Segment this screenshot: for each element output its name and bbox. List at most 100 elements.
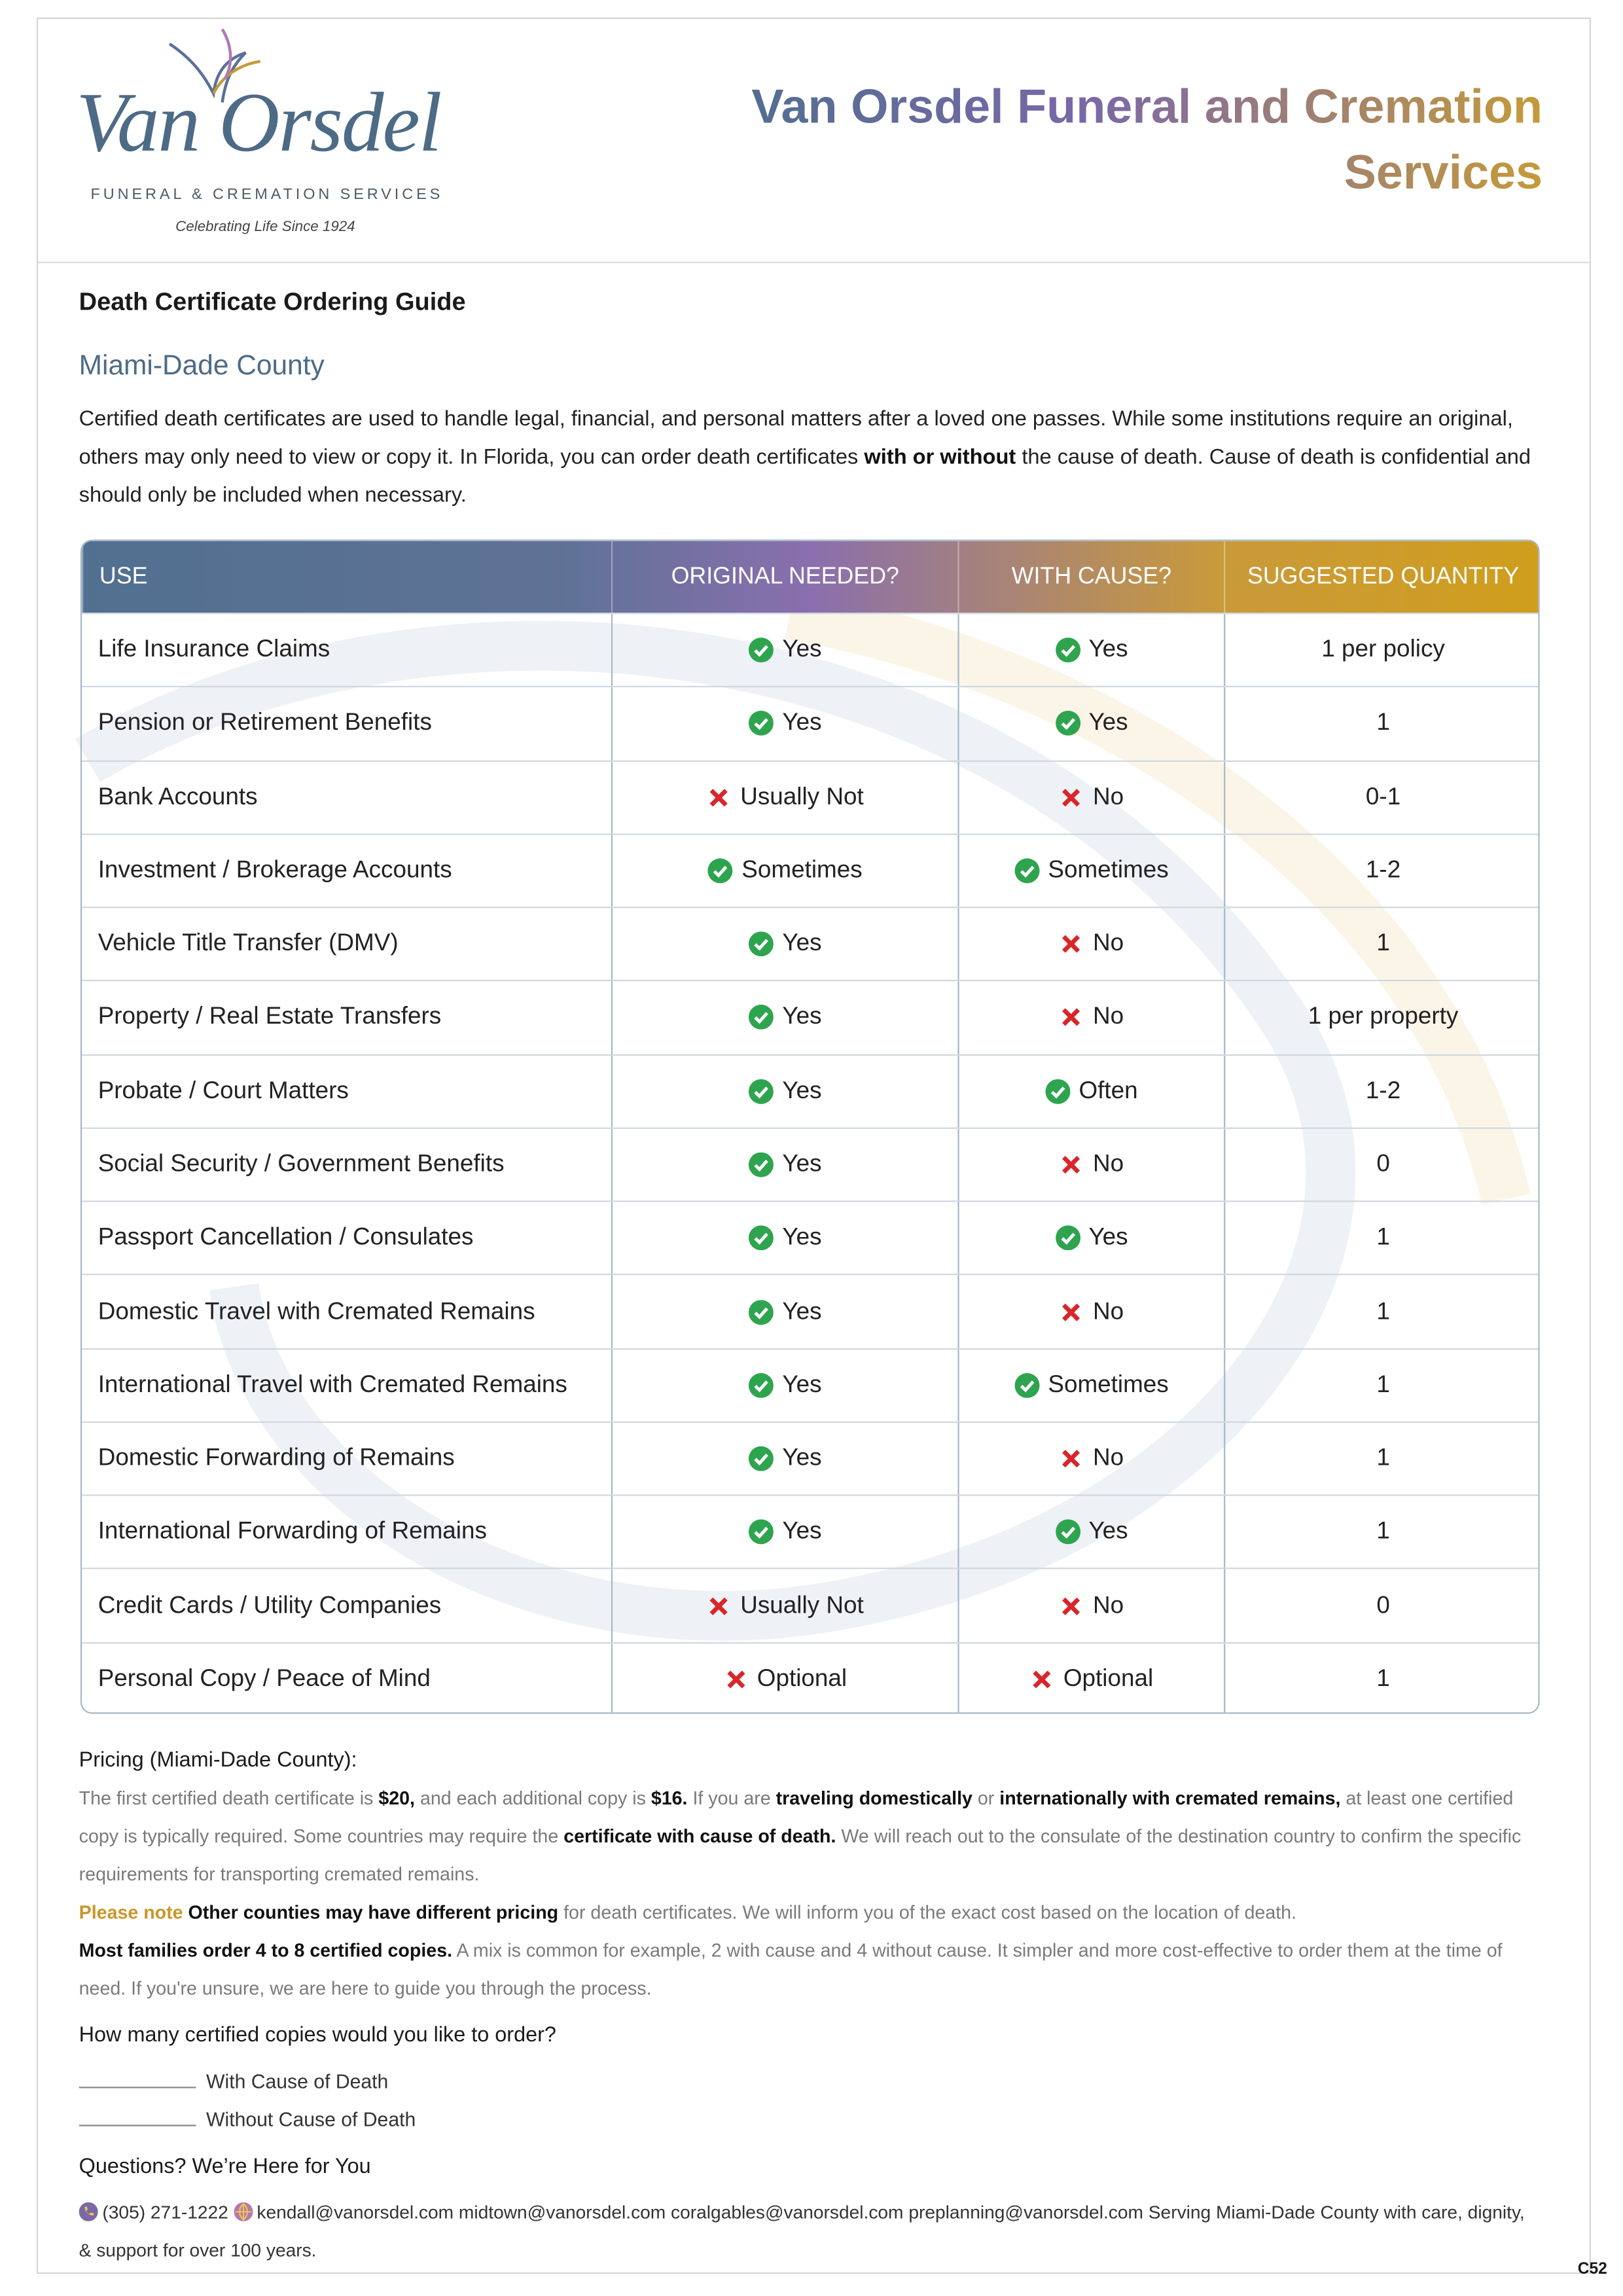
check-circle [748, 1079, 774, 1104]
table-row: Investment / Brokerage Accounts Sometimes… [82, 833, 1539, 907]
logo-bird [168, 28, 261, 103]
check-circle [1045, 1079, 1071, 1104]
table-cell: Yes [957, 614, 1224, 687]
cell-text: 1 [1376, 1444, 1390, 1471]
text-segment: Please note [79, 1901, 183, 1924]
cell-text: 1 [1376, 1224, 1390, 1251]
cell-text: 1 [1376, 1665, 1390, 1692]
table-row: Domestic Forwarding of Remains Yes No 1 [82, 1421, 1539, 1495]
icon-glyph [234, 2203, 251, 2221]
table-cell: 1-2 [1224, 834, 1538, 907]
cell-text: 1 [1376, 930, 1390, 957]
cell-text: Often [1079, 1077, 1138, 1104]
text-segment: Certified death certificates are used to… [79, 408, 1513, 470]
icon-glyph [84, 2206, 94, 2215]
table-cell: International Forwarding of Remains [82, 1496, 611, 1568]
cell-text: No [1092, 1444, 1124, 1471]
check-icon [748, 931, 774, 957]
table-cell: No [957, 1570, 1224, 1642]
header-cell: SUGGESTED QUANTITY [1224, 541, 1538, 613]
table-cell: No [957, 1422, 1224, 1495]
cell-text: Domestic Forwarding of Remains [98, 1444, 455, 1471]
table-cell: 1 per policy [1224, 614, 1538, 687]
cell-text: Yes [782, 636, 822, 663]
text-segment: Most families order 4 to 8 certified cop… [79, 1939, 453, 1962]
logo-wing [212, 60, 261, 95]
text-segment: at least one certified copy is typically… [79, 1787, 1514, 1847]
table-cell: Optional [611, 1643, 958, 1713]
cross-icon [726, 1670, 745, 1689]
check-icon [1014, 858, 1039, 884]
cell-text: 1 per property [1308, 1003, 1459, 1030]
county-heading: Miami-Dade County [79, 351, 325, 382]
table-row: Passport Cancellation / Consulates Yes Yes… [82, 1200, 1539, 1274]
cross-x [1033, 1670, 1052, 1689]
header-cell: ORIGINAL NEEDED? [611, 541, 958, 613]
cell-text: Life Insurance Claims [98, 636, 330, 663]
check-tick [754, 1086, 768, 1098]
logo-wing [221, 28, 232, 80]
table-cell: Sometimes [611, 834, 958, 907]
cell-text: No [1092, 1003, 1124, 1030]
table-cell: No [957, 908, 1224, 980]
cell-text: International Forwarding of Remains [98, 1518, 487, 1545]
watermark-curve [75, 620, 1356, 1641]
check-tick [754, 1233, 768, 1246]
check-tick [754, 719, 768, 731]
check-tick [754, 1380, 768, 1392]
table-cell: 1 [1224, 1202, 1538, 1274]
check-icon [1055, 637, 1080, 663]
cell-text: Credit Cards / Utility Companies [98, 1592, 442, 1619]
table-cell: Yes [611, 1276, 958, 1348]
cell-text: Probate / Court Matters [98, 1077, 349, 1104]
table-cell: 1 [1224, 1276, 1538, 1348]
text-segment: $20, [378, 1787, 415, 1809]
header-cell: WITH CAUSE? [957, 541, 1224, 613]
check-tick [754, 1454, 768, 1466]
text-segment: for death certificates. We will inform y… [558, 1901, 1297, 1924]
table-cell: Optional [957, 1643, 1224, 1713]
text-segment: with or without [864, 446, 1016, 470]
check-circle [748, 1520, 774, 1545]
page-frame [36, 17, 1591, 2274]
cross-icon [1063, 1009, 1081, 1027]
text-segment: The first certified death certificate is [79, 1787, 379, 1809]
pricing-paragraph: Please note Other counties may have diff… [79, 1893, 1541, 1931]
table-row: International Travel with Cremated Remai… [82, 1348, 1539, 1422]
cell-text: Yes [1088, 709, 1128, 736]
table-row: Pension or Retirement Benefits Yes Yes 1 [82, 686, 1539, 760]
header-title: Van Orsdel Funeral and Cremation Service… [724, 73, 1543, 205]
table-cell: Yes [611, 981, 958, 1054]
table-cell: Sometimes [957, 1349, 1224, 1422]
table-cell: 1 [1224, 1496, 1538, 1569]
check-icon [748, 637, 774, 663]
cell-text: Yes [1088, 1518, 1128, 1545]
questions-heading: Questions? We’re Here for You [79, 2155, 371, 2179]
cell-text: Yes [782, 1371, 822, 1398]
globe-icon [233, 2202, 253, 2221]
cross-x [710, 1596, 728, 1615]
check-circle [1055, 637, 1080, 663]
check-circle [707, 858, 733, 884]
table-cell: Life Insurance Claims [82, 614, 611, 686]
table-row: Domestic Travel with Cremated Remains Yes… [82, 1274, 1539, 1348]
check-tick [1020, 865, 1034, 878]
cell-text: No [1092, 1592, 1124, 1619]
check-circle [748, 1446, 774, 1471]
table-cell: Yes [611, 687, 958, 760]
table-cell: 1 [1224, 1643, 1538, 1713]
cell-text: Sometimes [1048, 1371, 1169, 1398]
cell-text: Investment / Brokerage Accounts [98, 857, 452, 884]
text-segment: certificate with cause of death. [563, 1825, 836, 1847]
cell-text: No [1092, 930, 1124, 957]
table-cell: Often [957, 1055, 1224, 1128]
pricing-paragraph: The first certified death certificate is… [79, 1780, 1541, 1893]
text-segment: and each additional copy is [414, 1787, 651, 1809]
check-icon [1055, 1520, 1080, 1545]
watermark-curve [785, 590, 1531, 1205]
table-cell: Yes [611, 1349, 958, 1422]
table-row: Property / Real Estate Transfers Yes No 1 p… [82, 980, 1539, 1054]
email: kendall@vanorsdel.com [257, 2202, 454, 2223]
table-row: Social Security / Government Benefits Yes… [82, 1127, 1539, 1201]
